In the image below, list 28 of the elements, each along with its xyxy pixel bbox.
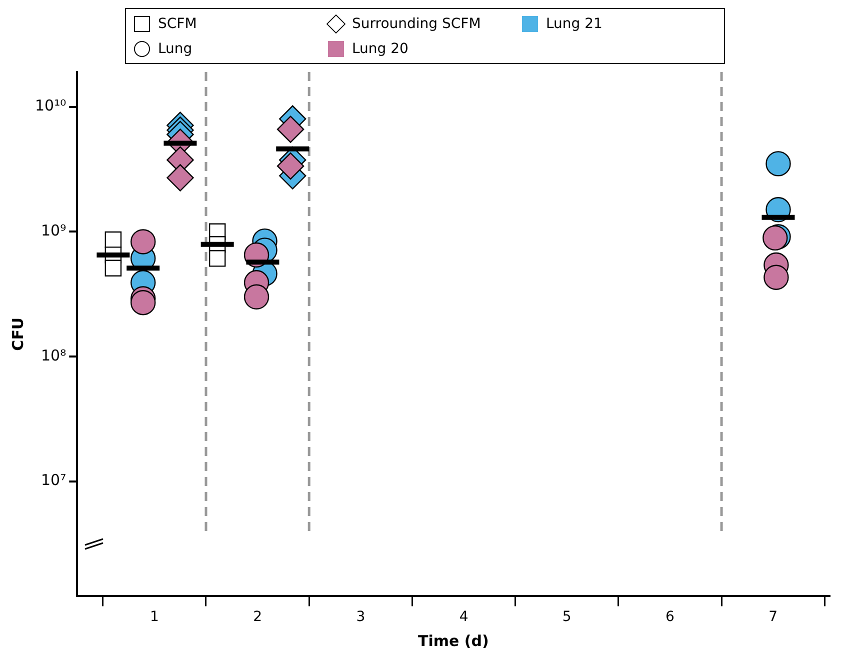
y-tick-label: 10⁷	[41, 471, 66, 490]
legend-label: SCFM	[158, 16, 197, 32]
x-tick-label: 6	[666, 609, 675, 626]
x-tick-label: 4	[459, 609, 468, 626]
legend-label: Lung	[158, 40, 192, 56]
point	[276, 152, 304, 180]
x-tick-label: 7	[768, 609, 778, 626]
point	[208, 250, 226, 267]
x-tick-label: 5	[562, 609, 572, 626]
y-tick-label: 10⁸	[41, 346, 66, 364]
y-axis-title: CFU	[8, 317, 27, 351]
point	[166, 164, 194, 192]
point	[130, 229, 156, 254]
x-tick-label: 3	[356, 609, 366, 626]
y-tick-label: 10¹⁰	[34, 96, 66, 115]
x-tick-label: 1	[150, 609, 159, 626]
y-tick-label: 10⁹	[41, 222, 66, 240]
point	[104, 260, 122, 276]
legend-label: Lung 21	[546, 16, 602, 32]
x-tick-label: 2	[253, 609, 262, 626]
point	[276, 116, 304, 143]
point	[244, 284, 270, 310]
legend-label: Lung 20	[352, 40, 408, 56]
legend-label: Surrounding SCFM	[352, 16, 481, 32]
point	[764, 264, 789, 290]
point	[766, 151, 791, 176]
x-axis-title: Time (d)	[418, 632, 489, 650]
point	[130, 290, 156, 316]
